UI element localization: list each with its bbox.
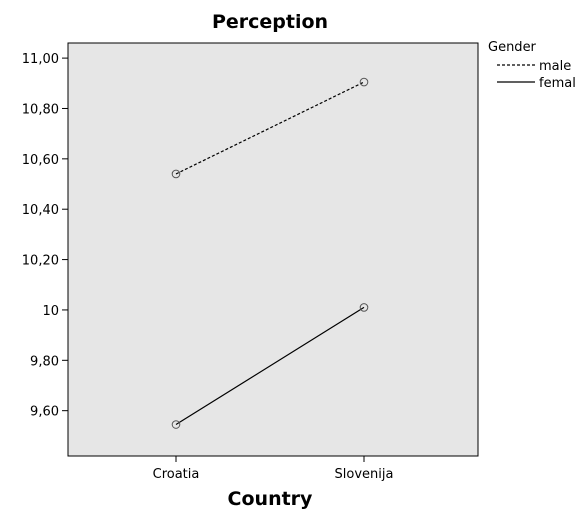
x-tick-label: Slovenija (335, 467, 394, 482)
y-axis: 9,60 9,80 10 10,20 10,40 10,60 10,80 11,00 (22, 52, 68, 420)
legend: Gender male female (488, 40, 576, 91)
y-tick-label: 10,80 (22, 102, 59, 117)
x-axis-title: Country (228, 488, 314, 510)
x-tick-label: Croatia (153, 467, 200, 482)
series-layer (171, 77, 369, 429)
legend-label-male: male (539, 59, 571, 74)
chart-title: Perception (212, 11, 328, 33)
y-tick-label: 9,60 (30, 405, 59, 420)
plot-area (67, 42, 479, 457)
legend-label-female: female (539, 76, 576, 91)
y-tick-label: 11,00 (22, 52, 59, 67)
y-tick-label: 10,20 (22, 254, 59, 269)
y-tick-label: 10 (42, 304, 59, 319)
y-tick-label: 10,60 (22, 153, 59, 168)
data-point-male (359, 77, 369, 87)
series-line-female (175, 306, 365, 426)
x-axis: Croatia Slovenija (153, 456, 394, 482)
data-point-male (171, 169, 181, 179)
legend-title: Gender (488, 40, 537, 55)
data-point-female (171, 420, 181, 429)
legend-items: male female (497, 59, 576, 91)
y-tick-label: 9,80 (30, 354, 59, 369)
y-tick-label: 10,40 (22, 203, 59, 218)
data-point-female (359, 303, 369, 312)
